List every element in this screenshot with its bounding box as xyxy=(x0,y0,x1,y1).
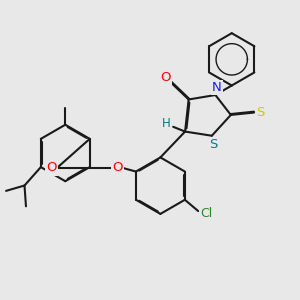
Text: H: H xyxy=(162,117,171,130)
Text: N: N xyxy=(212,81,222,94)
Text: O: O xyxy=(112,161,123,175)
Text: O: O xyxy=(46,161,57,175)
Text: S: S xyxy=(209,138,218,151)
Text: O: O xyxy=(160,71,171,84)
Text: S: S xyxy=(256,106,265,119)
Text: Cl: Cl xyxy=(200,207,213,220)
